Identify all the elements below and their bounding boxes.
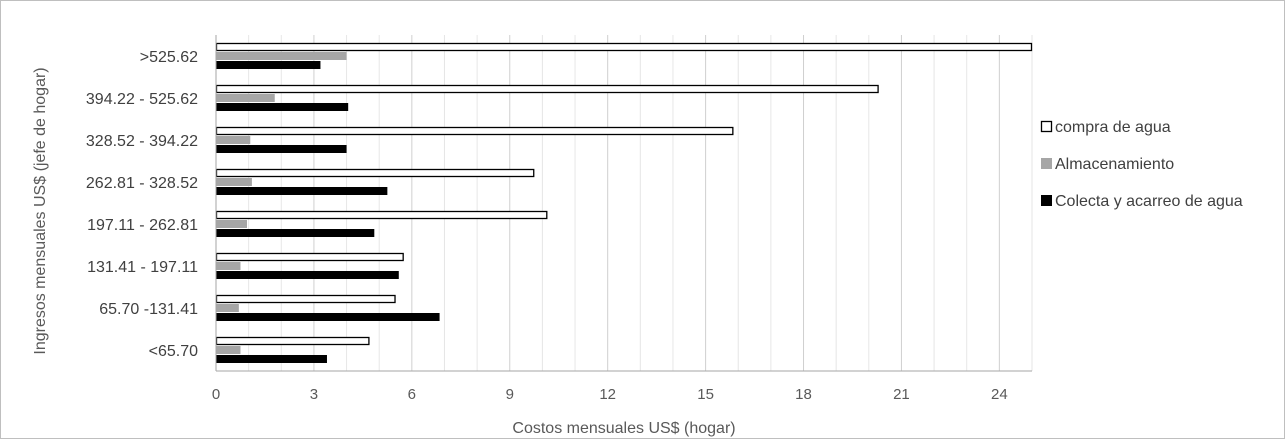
y-axis-title: Ingresos mensuales US$ (jefe de hogar): [32, 67, 49, 354]
y-category-label: 197.11 - 262.81: [87, 217, 198, 234]
bar-almacenamiento: [216, 178, 252, 186]
bar-colecta-y-acarreo-de-agua: [216, 271, 399, 279]
legend-label: compra de agua: [1055, 119, 1171, 136]
bars: [215, 42, 1033, 363]
y-category-label: 262.81 - 328.52: [86, 175, 198, 192]
x-tick-label: 24: [991, 386, 1008, 403]
bar-colecta-y-acarreo-de-agua: [216, 355, 327, 363]
bar-almacenamiento: [216, 304, 239, 312]
x-tick-label: 0: [212, 386, 220, 403]
bar-almacenamiento: [216, 220, 248, 228]
bar-almacenamiento: [216, 136, 251, 144]
y-category-labels: >525.62 394.22 - 525.62 328.52 - 394.22 262…: [86, 49, 198, 360]
x-tick-label: 21: [893, 386, 910, 403]
bar-compra-de-agua: [215, 210, 548, 220]
bar-almacenamiento: [216, 346, 241, 354]
x-axis-title: Costos mensuales US$ (hogar): [512, 420, 735, 437]
y-category-label: <65.70: [149, 343, 198, 360]
bar-compra-de-agua: [215, 336, 370, 346]
bar-colecta-y-acarreo-de-agua: [216, 313, 440, 321]
y-category-label: 65.70 -131.41: [99, 301, 198, 318]
x-tick-label: 12: [599, 386, 616, 403]
x-tick-label: 9: [506, 386, 514, 403]
x-tick-label: 3: [310, 386, 318, 403]
legend-swatch: [1041, 195, 1052, 206]
legend: compra de agua Almacenamiento Colecta y ac…: [1040, 119, 1243, 210]
x-tick-label: 18: [795, 386, 812, 403]
legend-label: Almacenamiento: [1055, 156, 1174, 173]
bar-compra-de-agua: [215, 126, 734, 136]
bar-compra-de-agua: [215, 252, 404, 262]
y-category-label: 131.41 - 197.11: [87, 259, 198, 276]
bar-colecta-y-acarreo-de-agua: [216, 61, 321, 69]
bar-colecta-y-acarreo-de-agua: [216, 103, 349, 111]
bar-almacenamiento: [216, 94, 275, 102]
legend-label: Colecta y acarreo de agua: [1055, 193, 1243, 210]
x-tick-labels: 0 3 6 9 12 15 18 21 24: [212, 386, 1008, 403]
bar-compra-de-agua: [215, 84, 879, 94]
bar-almacenamiento: [216, 52, 347, 60]
legend-swatch: [1040, 120, 1053, 133]
y-category-label: >525.62: [140, 49, 198, 66]
bar-compra-de-agua: [215, 168, 535, 178]
y-category-label: 328.52 - 394.22: [86, 133, 198, 150]
bar-compra-de-agua: [215, 294, 396, 304]
bar-almacenamiento: [216, 262, 241, 270]
bar-colecta-y-acarreo-de-agua: [216, 187, 388, 195]
x-tick-label: 6: [408, 386, 416, 403]
x-tick-label: 15: [697, 386, 714, 403]
y-category-label: 394.22 - 525.62: [86, 91, 198, 108]
bar-compra-de-agua: [215, 42, 1033, 52]
bar-colecta-y-acarreo-de-agua: [216, 145, 347, 153]
legend-swatch: [1041, 158, 1052, 169]
bar-colecta-y-acarreo-de-agua: [216, 229, 375, 237]
